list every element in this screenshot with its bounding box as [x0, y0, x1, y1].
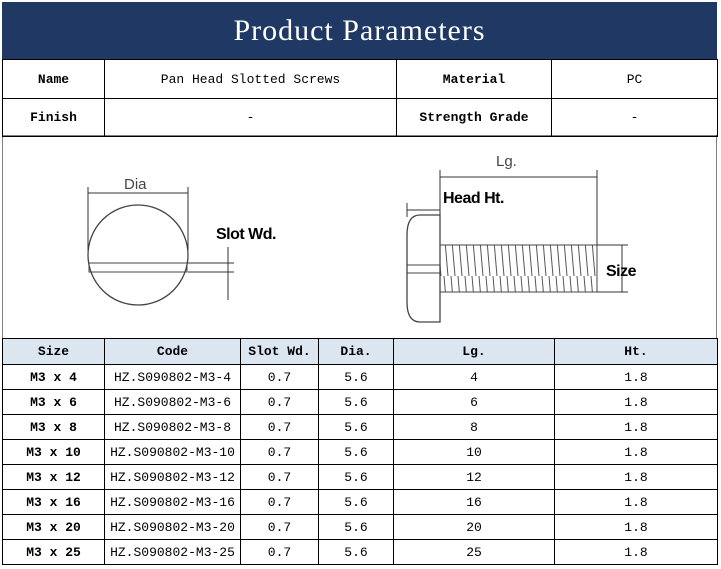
table-cell: HZ.S090802-M3-6	[104, 389, 241, 415]
frame	[2, 135, 717, 339]
size-dimension	[597, 244, 628, 293]
table-cell: 4	[393, 364, 555, 390]
table-cell: 20	[393, 514, 555, 540]
length-label: Lg.	[496, 153, 517, 170]
slot-dimension	[188, 247, 234, 300]
table-cell: HZ.S090802-M3-20	[104, 514, 241, 540]
spec-label: Name	[2, 59, 105, 99]
title: Product Parameters	[2, 2, 717, 59]
head-circle	[87, 204, 189, 306]
spec-value: -	[551, 98, 718, 137]
size-cell: M3 x 8	[2, 414, 105, 440]
spec-label: Finish	[2, 98, 105, 137]
table-cell: 0.7	[240, 539, 319, 565]
table-cell: 1.8	[554, 539, 718, 565]
table-cell: 0.7	[240, 414, 319, 440]
spec-value: -	[104, 98, 397, 137]
table-cell: 12	[393, 464, 555, 490]
spec-value: PC	[551, 59, 718, 99]
table-cell: 1.8	[554, 439, 718, 465]
length-dimension	[439, 170, 598, 245]
size-cell: M3 x 4	[2, 364, 105, 390]
table-cell: 0.7	[240, 439, 319, 465]
table-cell: 5.6	[318, 364, 394, 390]
table-cell: 5.6	[318, 464, 394, 490]
table-cell: 8	[393, 414, 555, 440]
slot-label: Slot Wd.	[216, 226, 276, 243]
diagram: Dia Slot Wd. Lg. Head Ht. Size	[2, 135, 717, 339]
spec-value: Pan Head Slotted Screws	[104, 59, 397, 99]
table-cell: 0.7	[240, 464, 319, 490]
spec-label: Strength Grade	[396, 98, 552, 137]
table-cell: 1.8	[554, 389, 718, 415]
table-cell: 1.8	[554, 514, 718, 540]
size-cell: M3 x 20	[2, 514, 105, 540]
column-header: Slot Wd.	[240, 338, 319, 365]
size-cell: M3 x 6	[2, 389, 105, 415]
column-header: Size	[2, 338, 105, 365]
table-cell: 5.6	[318, 489, 394, 515]
table-cell: HZ.S090802-M3-25	[104, 539, 241, 565]
table-cell: 1.8	[554, 364, 718, 390]
dia-label: Dia	[124, 176, 147, 193]
screw-head	[406, 214, 441, 323]
table-cell: HZ.S090802-M3-12	[104, 464, 241, 490]
table-cell: 1.8	[554, 464, 718, 490]
size-cell: M3 x 25	[2, 539, 105, 565]
table-cell: 5.6	[318, 439, 394, 465]
shank	[439, 244, 598, 293]
table-cell: 5.6	[318, 389, 394, 415]
table-cell: 25	[393, 539, 555, 565]
table-cell: 0.7	[240, 489, 319, 515]
table-cell: HZ.S090802-M3-8	[104, 414, 241, 440]
size-label: Size	[606, 263, 637, 280]
table-cell: 5.6	[318, 514, 394, 540]
table-cell: 0.7	[240, 364, 319, 390]
column-header: Ht.	[554, 338, 718, 365]
table-cell: 10	[393, 439, 555, 465]
table-cell: 1.8	[554, 414, 718, 440]
table-cell: HZ.S090802-M3-4	[104, 364, 241, 390]
table-cell: HZ.S090802-M3-10	[104, 439, 241, 465]
dia-dimension	[87, 187, 189, 250]
table-cell: 5.6	[318, 414, 394, 440]
head-dimension	[406, 203, 440, 217]
table-cell: 16	[393, 489, 555, 515]
table-cell: HZ.S090802-M3-16	[104, 489, 241, 515]
table-cell: 1.8	[554, 489, 718, 515]
table-cell: 0.7	[240, 514, 319, 540]
size-cell: M3 x 16	[2, 489, 105, 515]
head-slot	[406, 264, 441, 274]
head-label: Head Ht.	[443, 190, 504, 207]
spec-label: Material	[396, 59, 552, 99]
size-cell: M3 x 10	[2, 439, 105, 465]
table-cell: 5.6	[318, 539, 394, 565]
column-header: Lg.	[393, 338, 555, 365]
table-cell: 0.7	[240, 389, 319, 415]
size-cell: M3 x 12	[2, 464, 105, 490]
slot	[88, 262, 188, 273]
table-cell: 6	[393, 389, 555, 415]
column-header: Code	[104, 338, 241, 365]
column-header: Dia.	[318, 338, 394, 365]
